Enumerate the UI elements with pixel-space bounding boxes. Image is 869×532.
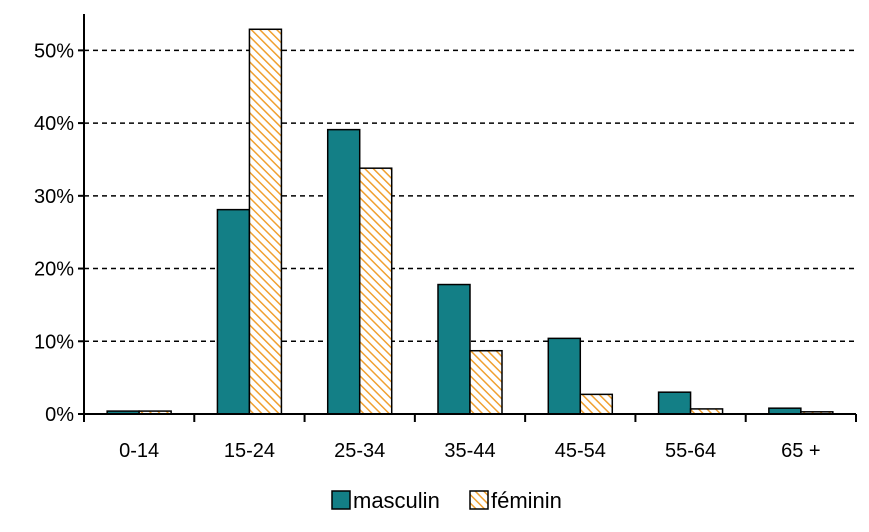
bar-masculin: [657, 391, 692, 415]
y-tick-label: 40%: [34, 113, 74, 135]
bar-masculin: [437, 283, 471, 415]
y-tick-label: 50%: [34, 40, 74, 62]
bar-feminin: [358, 167, 393, 415]
x-tick-label: 45-54: [555, 440, 606, 462]
gridlines: [84, 49, 856, 343]
legend-swatch-masculin: [331, 490, 351, 510]
axis-labels: 0% 10% 20% 30% 40% 50% 0-14 15-24 25-34 35-44 45-5…: [34, 40, 821, 462]
y-tick-label: 0%: [45, 404, 74, 426]
bar-feminin: [469, 349, 503, 415]
x-tick-label: 55-64: [665, 440, 716, 462]
x-tick-label: 65 +: [781, 440, 820, 462]
bar-masculin: [326, 128, 361, 415]
x-tick-label: 0-14: [119, 440, 159, 462]
legend: masculin féminin: [331, 488, 562, 513]
bar-feminin: [248, 28, 283, 415]
axes: [78, 14, 857, 422]
y-tick-label: 20%: [34, 259, 74, 281]
legend-label-feminin: féminin: [491, 488, 562, 513]
y-tick-label: 30%: [34, 186, 74, 208]
y-tick-label: 10%: [34, 331, 74, 353]
x-tick-label: 25-34: [334, 440, 385, 462]
x-tick-label: 15-24: [224, 440, 275, 462]
x-tick-label: 35-44: [444, 440, 495, 462]
legend-label-masculin: masculin: [353, 488, 440, 513]
bar-feminin: [579, 393, 614, 415]
bars: [106, 28, 834, 415]
bar-masculin: [547, 337, 582, 415]
legend-swatch-feminin: [469, 490, 489, 510]
bar-masculin: [216, 208, 251, 415]
